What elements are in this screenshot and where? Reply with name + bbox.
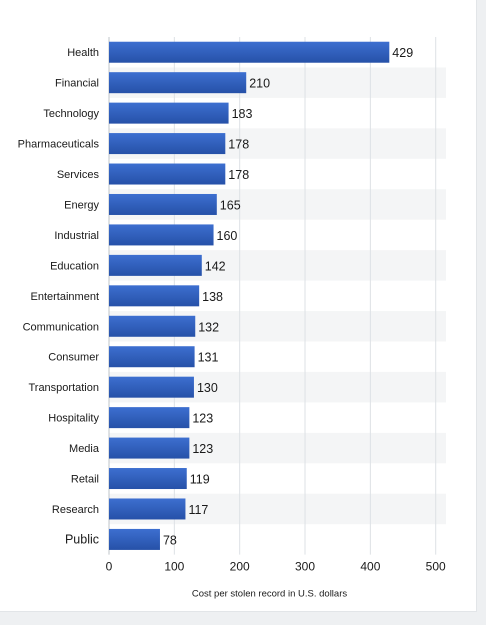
value-label: 178 [228,138,249,152]
category-label: Financial [55,78,99,90]
category-label: Transportation [28,382,99,394]
category-label: Services [57,169,100,181]
value-label: 429 [392,46,413,60]
category-label: Research [52,504,99,516]
category-label: Pharmaceuticals [18,139,100,151]
bar [109,376,194,398]
value-label: 178 [228,168,249,182]
bar [109,437,190,459]
value-label: 160 [217,229,238,243]
bar [109,163,226,185]
x-tick-label: 200 [230,560,250,574]
bar [109,102,229,124]
value-labels: 429 210 183 178 178 165 160 142 138 132 131 130 123 1… [163,46,413,547]
category-label: Entertainment [31,291,99,303]
category-label: Technology [43,108,99,120]
bar-chart: Health Financial Technology Pharmaceuticals… [18,37,446,600]
category-label: Health [67,47,99,59]
bar [109,407,190,429]
bar [109,528,160,550]
bar [109,72,247,94]
category-label: Industrial [54,230,99,242]
value-label: 78 [163,533,177,547]
value-label: 132 [198,320,219,334]
category-label: Public [65,532,99,546]
bar [109,468,187,490]
bar [109,193,217,215]
value-label: 165 [220,198,241,212]
x-axis-title: Cost per stolen record in U.S. dollars [192,589,347,600]
category-label: Consumer [48,352,99,364]
category-label: Media [69,443,100,455]
value-label: 183 [232,107,253,121]
value-label: 131 [198,351,219,365]
bar [109,224,214,246]
category-labels: Health Financial Technology Pharmaceuticals… [18,47,100,546]
value-label: 130 [197,381,218,395]
bars [109,41,390,550]
category-label: Education [50,260,99,272]
x-tick-label: 0 [106,560,113,574]
bar [109,315,196,337]
value-label: 117 [188,503,208,517]
category-label: Energy [64,199,99,211]
x-tick-label: 400 [360,560,380,574]
bar [109,498,186,520]
bar [109,254,202,276]
chart-card: Health Financial Technology Pharmaceuticals… [0,0,477,612]
bar [109,346,195,368]
category-label: Communication [23,321,99,333]
category-label: Hospitality [48,413,99,425]
category-label: Retail [71,474,99,486]
value-label: 123 [192,442,213,456]
x-tick-labels: 0 100 200 300 400 500 [106,560,446,574]
value-label: 123 [192,412,213,426]
value-label: 142 [205,259,226,273]
value-label: 138 [202,290,223,304]
bar [109,133,226,155]
bar [109,41,390,63]
x-tick-label: 500 [426,560,446,574]
value-label: 119 [190,473,210,487]
bar [109,285,200,307]
x-tick-label: 300 [295,560,315,574]
x-tick-label: 100 [164,560,184,574]
value-label: 210 [249,77,270,91]
